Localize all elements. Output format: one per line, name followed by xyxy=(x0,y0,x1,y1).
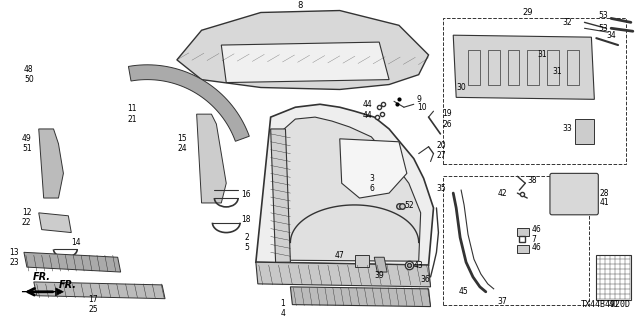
Text: 53: 53 xyxy=(598,11,608,20)
Text: 8: 8 xyxy=(298,1,303,10)
Text: 30: 30 xyxy=(456,83,466,92)
Text: 14: 14 xyxy=(71,238,81,247)
Text: 39: 39 xyxy=(374,270,384,279)
Polygon shape xyxy=(129,65,250,141)
Polygon shape xyxy=(196,114,227,203)
Text: 53: 53 xyxy=(598,24,608,33)
Polygon shape xyxy=(256,104,433,265)
Polygon shape xyxy=(453,35,595,99)
Polygon shape xyxy=(291,287,431,307)
Bar xyxy=(567,50,579,84)
Polygon shape xyxy=(24,252,121,272)
Text: 46: 46 xyxy=(531,225,541,234)
Text: 2
5: 2 5 xyxy=(244,233,249,252)
Polygon shape xyxy=(344,168,399,267)
Text: 45: 45 xyxy=(458,287,468,296)
Polygon shape xyxy=(256,262,431,287)
Bar xyxy=(547,50,559,84)
Polygon shape xyxy=(39,129,63,198)
Text: 29: 29 xyxy=(522,8,532,17)
Text: 16: 16 xyxy=(241,189,251,199)
Text: 20
27: 20 27 xyxy=(436,141,446,160)
Bar xyxy=(468,50,480,84)
Text: 19
26: 19 26 xyxy=(442,109,452,129)
Text: 40: 40 xyxy=(609,300,618,309)
Text: 47: 47 xyxy=(335,251,345,260)
Polygon shape xyxy=(340,139,407,198)
Text: 3
6: 3 6 xyxy=(369,173,374,193)
Text: 36: 36 xyxy=(420,276,431,284)
Polygon shape xyxy=(271,129,291,262)
FancyBboxPatch shape xyxy=(550,173,598,215)
Text: 9: 9 xyxy=(417,95,422,104)
Polygon shape xyxy=(374,257,387,272)
Text: FR.: FR. xyxy=(33,272,51,282)
Text: 7: 7 xyxy=(531,235,536,244)
Text: 17
25: 17 25 xyxy=(88,295,98,314)
Text: TX44B4920D: TX44B4920D xyxy=(581,300,631,308)
Text: 28: 28 xyxy=(599,188,609,197)
Text: 33: 33 xyxy=(562,124,572,133)
Text: 10: 10 xyxy=(417,103,426,112)
Bar xyxy=(355,255,369,267)
Text: 44: 44 xyxy=(362,111,372,120)
Text: 15
24: 15 24 xyxy=(177,134,187,154)
Bar xyxy=(575,119,595,144)
Text: 31: 31 xyxy=(552,67,561,76)
Text: 32: 32 xyxy=(562,18,572,27)
Text: 31: 31 xyxy=(537,51,547,60)
Polygon shape xyxy=(34,282,165,299)
Text: FR.: FR. xyxy=(58,280,76,290)
Bar xyxy=(508,50,519,84)
Bar xyxy=(527,50,539,84)
Bar xyxy=(444,19,626,164)
Polygon shape xyxy=(39,213,71,233)
Text: 37: 37 xyxy=(498,297,508,306)
Bar xyxy=(517,228,529,236)
Text: 35: 35 xyxy=(436,184,446,193)
Text: 13
23: 13 23 xyxy=(9,248,19,267)
Text: 34: 34 xyxy=(606,31,616,40)
Polygon shape xyxy=(22,288,63,296)
Bar xyxy=(596,255,631,300)
Text: 44: 44 xyxy=(362,100,372,109)
Polygon shape xyxy=(221,42,389,83)
Bar xyxy=(444,176,589,305)
Text: 46: 46 xyxy=(531,243,541,252)
Polygon shape xyxy=(177,11,429,90)
Text: 48
50: 48 50 xyxy=(24,65,34,84)
Text: 38: 38 xyxy=(527,176,537,185)
Text: 12
22: 12 22 xyxy=(22,208,31,228)
Text: 18: 18 xyxy=(241,215,250,224)
Text: 41: 41 xyxy=(599,198,609,207)
Polygon shape xyxy=(278,117,420,261)
Bar xyxy=(488,50,500,84)
Text: 42: 42 xyxy=(498,188,508,197)
Text: 43: 43 xyxy=(413,261,424,270)
Text: 52: 52 xyxy=(404,201,413,211)
Text: 49
51: 49 51 xyxy=(22,134,32,154)
Text: 11
21: 11 21 xyxy=(127,104,137,124)
Text: 1
4: 1 4 xyxy=(280,299,285,318)
Bar xyxy=(517,245,529,253)
